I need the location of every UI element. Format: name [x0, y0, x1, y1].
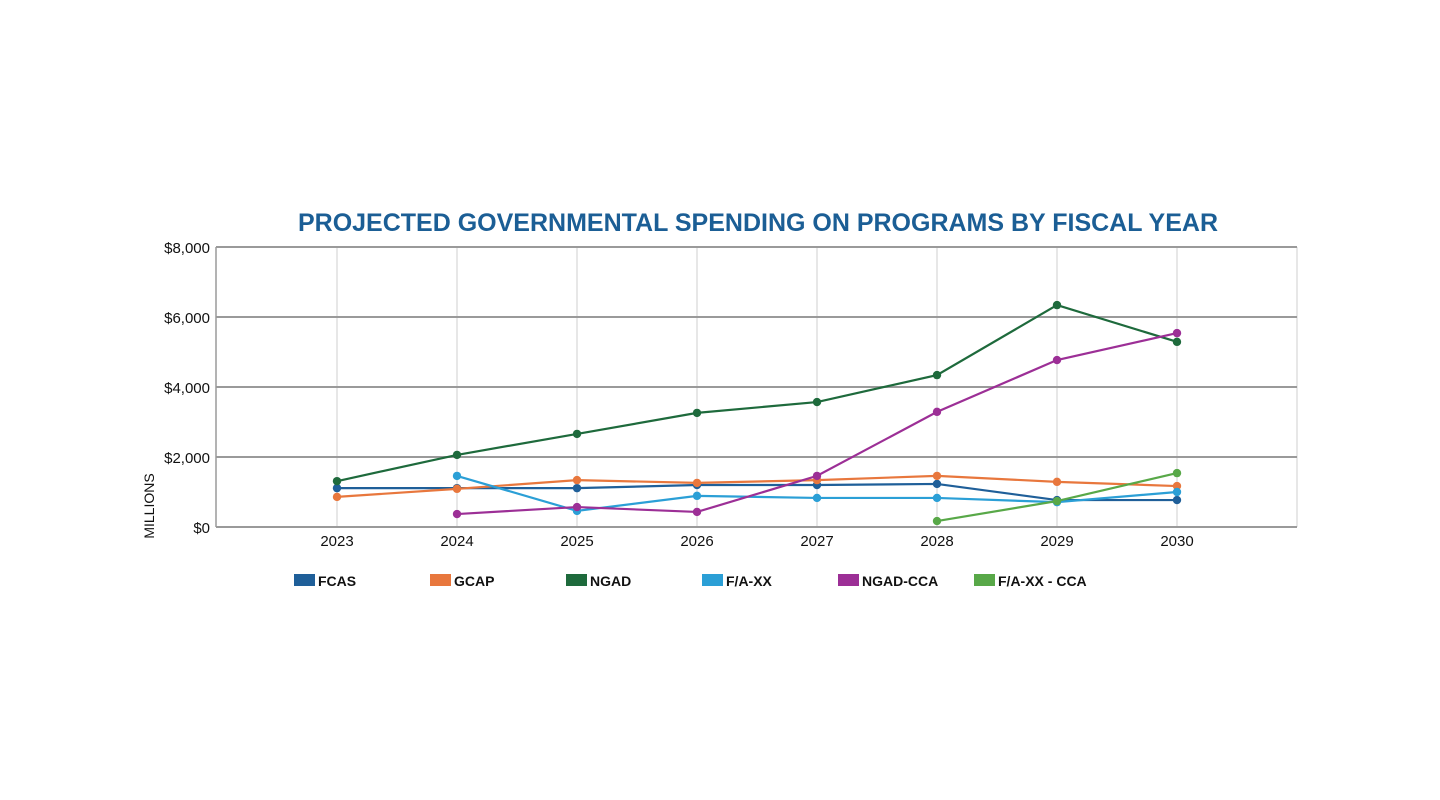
x-tick-label: 2029 — [1040, 533, 1073, 550]
x-tick-label: 2027 — [800, 533, 833, 550]
legend-label: F/A-XX - CCA — [998, 573, 1087, 589]
data-point — [692, 478, 702, 488]
data-point — [932, 516, 942, 526]
data-point — [812, 471, 822, 481]
data-point — [1052, 496, 1062, 506]
series-line — [336, 303, 1178, 483]
data-point — [332, 476, 342, 486]
y-axis: $0 $2,000 $4,000 $6,000 $8,000 — [164, 240, 210, 537]
legend-item: FCAS — [294, 573, 356, 589]
legend-swatch — [566, 574, 587, 586]
data-point — [572, 429, 582, 439]
data-point — [1172, 328, 1182, 338]
legend-swatch — [838, 574, 859, 586]
data-point — [692, 408, 702, 418]
x-tick-label: 2030 — [1160, 533, 1193, 550]
chart-title: PROJECTED GOVERNMENTAL SPENDING ON PROGR… — [298, 209, 1218, 237]
legend-swatch — [702, 574, 723, 586]
legend-swatch — [974, 574, 995, 586]
data-point — [932, 479, 942, 489]
data-point — [572, 502, 582, 512]
series-ngad-cca — [452, 328, 1182, 519]
data-point — [452, 484, 462, 494]
data-point — [932, 471, 942, 481]
data-point — [332, 492, 342, 502]
data-point — [692, 507, 702, 517]
data-point — [1172, 487, 1182, 497]
data-point — [1172, 468, 1182, 478]
legend-label: NGAD-CCA — [862, 573, 938, 589]
data-point — [1052, 477, 1062, 487]
x-tick-label: 2024 — [440, 533, 473, 550]
data-point — [452, 509, 462, 519]
data-point — [452, 471, 462, 481]
y-tick-label: $0 — [193, 520, 210, 537]
legend-item: NGAD — [566, 573, 631, 589]
data-point — [332, 483, 342, 493]
x-tick-label: 2026 — [680, 533, 713, 550]
x-axis: 2023 2024 2025 2026 2027 2028 2029 2030 — [320, 533, 1193, 550]
x-tick-label: 2028 — [920, 533, 953, 550]
data-point — [932, 407, 942, 417]
legend-label: F/A-XX — [726, 573, 773, 589]
data-point — [572, 475, 582, 485]
data-point — [572, 483, 582, 493]
x-tick-label: 2025 — [560, 533, 593, 550]
data-point — [812, 397, 822, 407]
series-f-a-xx-cca — [932, 468, 1182, 526]
data-point — [1172, 495, 1182, 505]
data-point — [1052, 300, 1062, 310]
legend-label: GCAP — [454, 573, 494, 589]
y-axis-label: MILLIONS — [141, 473, 157, 538]
legend: FCAS GCAP NGAD F/A-XX NGAD-CCA F/A-XX - CCA — [294, 573, 1087, 589]
y-tick-label: $8,000 — [164, 240, 210, 257]
legend-item: NGAD-CCA — [838, 573, 938, 589]
y-tick-label: $6,000 — [164, 310, 210, 327]
data-point — [1172, 481, 1182, 491]
data-point — [932, 370, 942, 380]
y-tick-label: $4,000 — [164, 380, 210, 397]
series-line — [336, 474, 1178, 498]
data-point — [932, 493, 942, 503]
data-point — [452, 450, 462, 460]
data-point — [1052, 355, 1062, 365]
legend-item: GCAP — [430, 573, 494, 589]
series-ngad — [332, 300, 1182, 486]
legend-label: NGAD — [590, 573, 631, 589]
x-tick-label: 2023 — [320, 533, 353, 550]
data-point — [692, 491, 702, 501]
legend-item: F/A-XX - CCA — [974, 573, 1087, 589]
grid — [215, 246, 1298, 528]
legend-label: FCAS — [318, 573, 356, 589]
legend-swatch — [430, 574, 451, 586]
data-point — [812, 493, 822, 503]
y-tick-label: $2,000 — [164, 450, 210, 467]
legend-swatch — [294, 574, 315, 586]
data-point — [1172, 337, 1182, 347]
legend-item: F/A-XX — [702, 573, 773, 589]
series-group — [332, 300, 1182, 526]
